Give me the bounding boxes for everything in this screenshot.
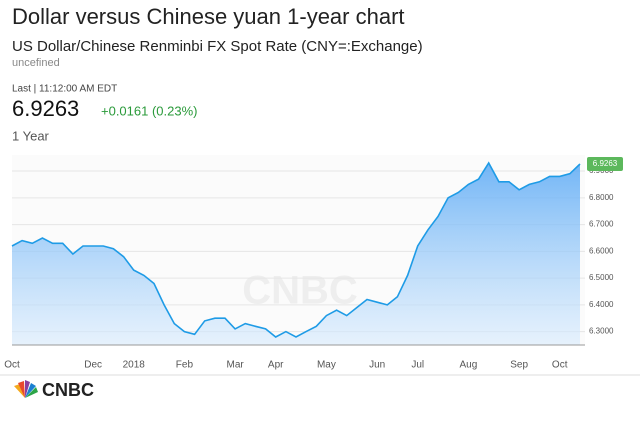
x-tick-label: Oct (552, 360, 568, 371)
area (12, 163, 580, 345)
x-tick-label: Sep (510, 360, 528, 371)
x-tick-label: Dec (84, 360, 102, 371)
x-tick-label: Jul (411, 360, 424, 371)
value-tag-label: 6.9263 (593, 159, 618, 168)
value-tag (587, 157, 623, 172)
x-tick-label: Oct (4, 360, 20, 371)
y-tick-label: 6.7000 (589, 220, 614, 229)
y-tick-label: 6.5000 (589, 273, 614, 282)
x-tick-label: 2018 (123, 360, 146, 371)
y-tick-label: 6.6000 (589, 246, 614, 255)
x-tick-label: Apr (268, 360, 284, 371)
line (11, 161, 581, 338)
y-tick-label: 6.8000 (589, 193, 614, 202)
plot: CNBC 6.3000 6.4000 6.5000 6.6000 6.7000 6.8000… (4, 155, 623, 371)
y-tick-label: 6.3000 (589, 327, 614, 336)
logo-icon (14, 380, 38, 398)
title: Dollar versus Chinese yuan 1-year chart (12, 4, 405, 29)
x-tick-label: Mar (227, 360, 245, 371)
x-tick-label: Aug (460, 360, 478, 371)
watermark: CNBC (242, 269, 358, 313)
last-price: 6.9263 (12, 96, 79, 121)
range: 1 Year (12, 128, 50, 143)
x-tick-label: May (317, 360, 336, 371)
time: Last | 11:12:00 AM EDT (12, 84, 117, 95)
note: uncefined (12, 57, 60, 69)
change: +0.0161 (0.23%) (101, 103, 197, 118)
x-tick-label: Feb (176, 360, 194, 371)
logo: CNBC (42, 380, 94, 400)
subtitle: US Dollar/Chinese Renminbi FX Spot Rate … (12, 38, 423, 55)
y-tick-label: 6.4000 (589, 300, 614, 309)
x-tick-label: Jun (369, 360, 385, 371)
